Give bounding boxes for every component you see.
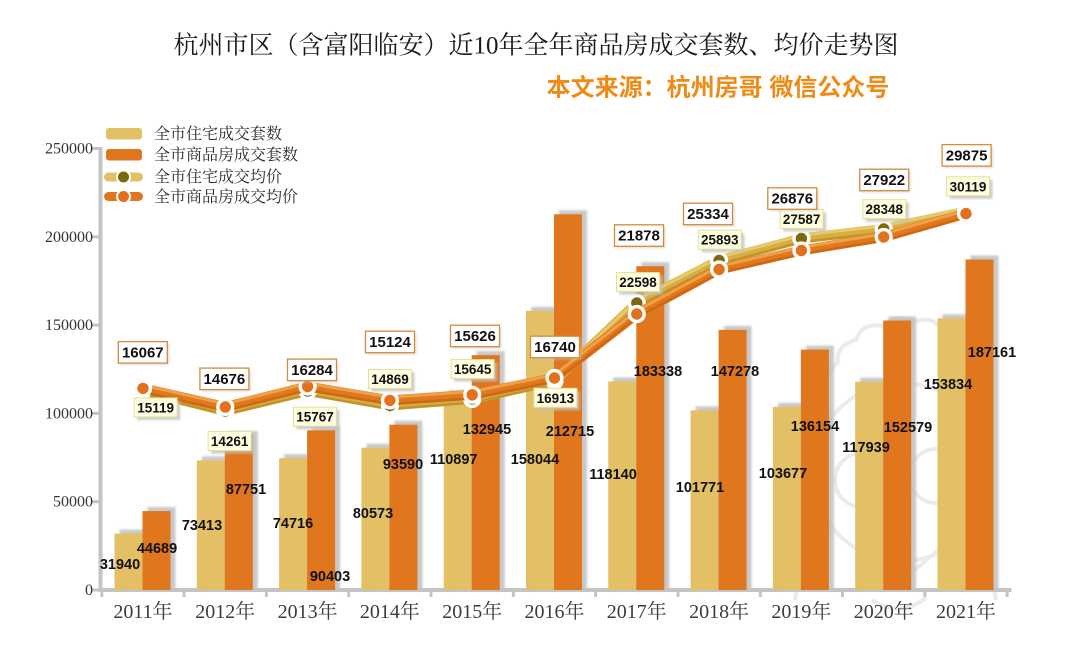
svg-text:31940: 31940 <box>100 557 140 573</box>
svg-text:158044: 158044 <box>511 452 559 468</box>
svg-text:117939: 117939 <box>842 440 890 456</box>
svg-text:50000: 50000 <box>53 494 93 511</box>
svg-text:212715: 212715 <box>546 424 594 440</box>
svg-text:136154: 136154 <box>791 419 839 435</box>
svg-text:73413: 73413 <box>182 518 222 534</box>
svg-text:2016年: 2016年 <box>525 600 585 623</box>
svg-text:2011年: 2011年 <box>113 600 172 623</box>
svg-text:2015年: 2015年 <box>442 600 502 623</box>
svg-text:74716: 74716 <box>273 516 313 532</box>
svg-text:16740: 16740 <box>534 339 576 356</box>
svg-text:44689: 44689 <box>137 541 177 557</box>
svg-text:110897: 110897 <box>430 452 478 468</box>
svg-text:16067: 16067 <box>122 344 164 361</box>
svg-text:2013年: 2013年 <box>278 600 338 623</box>
svg-text:27587: 27587 <box>783 212 821 227</box>
svg-text:16913: 16913 <box>537 391 575 406</box>
svg-text:26876: 26876 <box>771 191 813 208</box>
svg-text:2018年: 2018年 <box>689 600 749 623</box>
svg-text:29875: 29875 <box>946 147 988 164</box>
svg-text:200000: 200000 <box>45 229 93 246</box>
svg-text:杭州市区（含富阳临安）近10年全年商品房成交套数、均价走势图: 杭州市区（含富阳临安）近10年全年商品房成交套数、均价走势图 <box>173 32 898 60</box>
svg-text:2021年: 2021年 <box>936 600 996 623</box>
svg-text:15626: 15626 <box>454 328 496 345</box>
svg-text:87751: 87751 <box>226 482 266 498</box>
svg-text:0: 0 <box>85 582 93 599</box>
svg-text:153834: 153834 <box>924 377 972 393</box>
svg-text:16284: 16284 <box>291 362 333 379</box>
svg-text:103677: 103677 <box>759 466 807 482</box>
svg-text:132945: 132945 <box>463 422 511 438</box>
svg-text:93590: 93590 <box>383 457 423 473</box>
svg-text:25893: 25893 <box>701 233 739 248</box>
svg-text:22598: 22598 <box>619 275 657 290</box>
svg-text:本文来源：杭州房哥 微信公众号: 本文来源：杭州房哥 微信公众号 <box>547 74 890 102</box>
svg-text:全市住宅成交均价: 全市住宅成交均价 <box>154 168 282 186</box>
svg-text:25334: 25334 <box>687 206 729 223</box>
svg-text:全市商品房成交均价: 全市商品房成交均价 <box>154 188 298 206</box>
svg-text:118140: 118140 <box>589 467 637 483</box>
svg-text:28348: 28348 <box>866 202 904 217</box>
svg-text:14261: 14261 <box>211 434 249 449</box>
svg-text:全市商品房成交套数: 全市商品房成交套数 <box>154 146 298 164</box>
svg-text:15767: 15767 <box>296 410 334 425</box>
svg-text:183338: 183338 <box>634 364 682 380</box>
svg-text:2012年: 2012年 <box>195 600 255 623</box>
svg-text:152579: 152579 <box>884 420 932 436</box>
svg-text:30119: 30119 <box>950 179 987 194</box>
svg-text:187161: 187161 <box>968 345 1016 361</box>
svg-text:15645: 15645 <box>454 362 492 377</box>
svg-text:15124: 15124 <box>369 334 411 351</box>
svg-text:250000: 250000 <box>45 141 93 158</box>
svg-text:2020年: 2020年 <box>854 600 914 623</box>
svg-text:21878: 21878 <box>618 228 660 245</box>
svg-text:14869: 14869 <box>371 372 409 387</box>
svg-text:2014年: 2014年 <box>360 600 420 623</box>
svg-text:90403: 90403 <box>310 569 350 585</box>
svg-text:150000: 150000 <box>45 317 93 334</box>
svg-text:2017年: 2017年 <box>607 600 667 623</box>
svg-text:15119: 15119 <box>137 400 174 415</box>
svg-text:14676: 14676 <box>204 371 246 388</box>
svg-text:2019年: 2019年 <box>771 600 831 623</box>
svg-text:全市住宅成交套数: 全市住宅成交套数 <box>154 125 282 143</box>
svg-text:147278: 147278 <box>711 364 759 380</box>
svg-text:27922: 27922 <box>863 172 905 189</box>
svg-text:101771: 101771 <box>676 480 724 496</box>
svg-text:100000: 100000 <box>45 405 93 422</box>
svg-text:80573: 80573 <box>353 506 393 522</box>
